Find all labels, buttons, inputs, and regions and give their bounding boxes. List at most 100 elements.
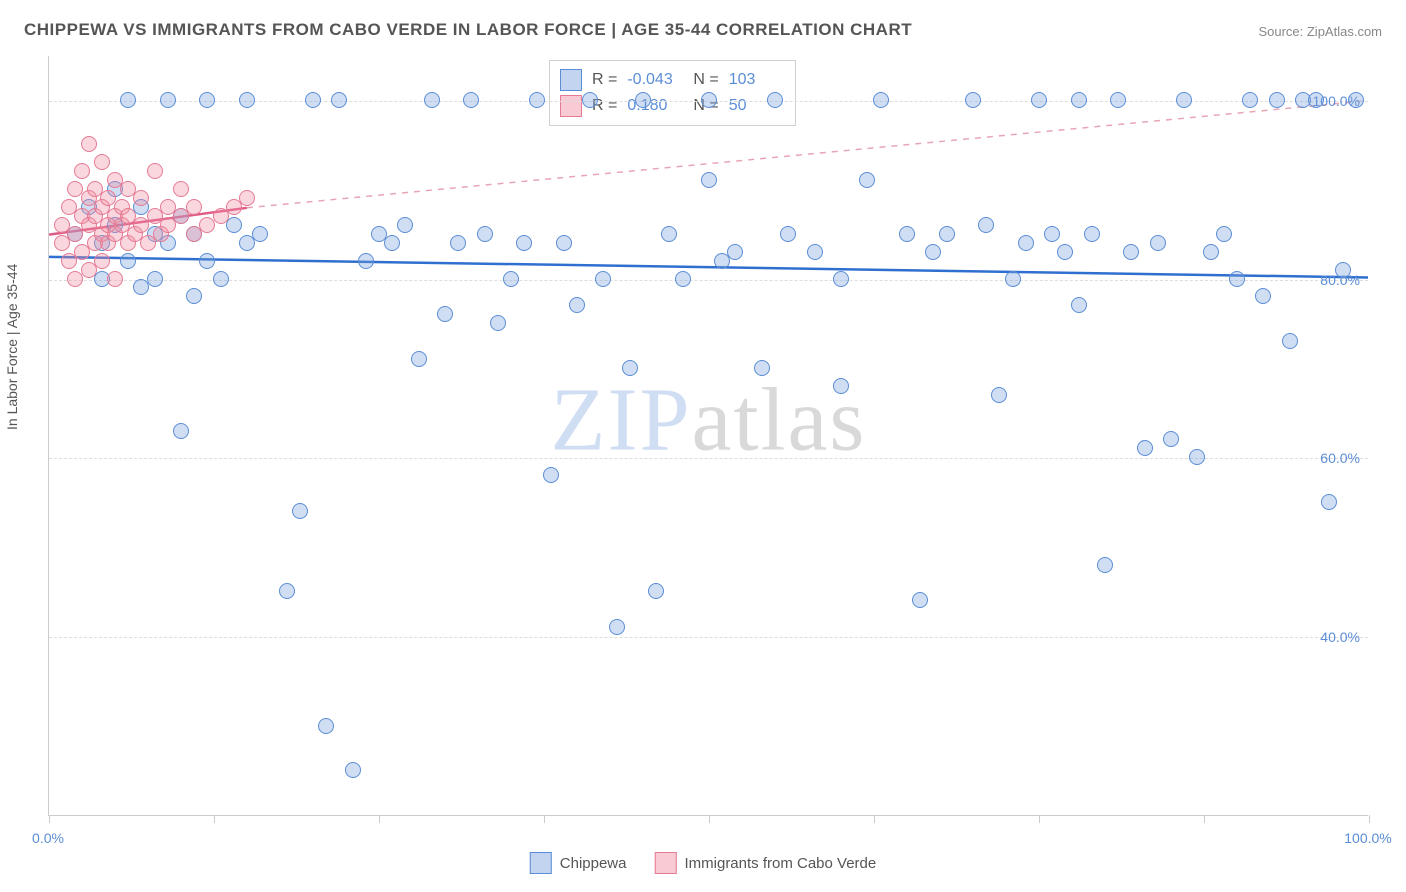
data-point (556, 235, 572, 251)
chart-title: CHIPPEWA VS IMMIGRANTS FROM CABO VERDE I… (24, 20, 912, 40)
data-point (120, 253, 136, 269)
data-point (648, 583, 664, 599)
trend-line (247, 101, 1368, 208)
data-point (384, 235, 400, 251)
data-point (939, 226, 955, 242)
data-point (1110, 92, 1126, 108)
stats-r-value-0: -0.043 (627, 71, 683, 89)
data-point (199, 253, 215, 269)
x-tick (874, 815, 875, 823)
data-point (477, 226, 493, 242)
data-point (173, 423, 189, 439)
x-tick (1369, 815, 1370, 823)
x-tick-label: 100.0% (1344, 830, 1391, 846)
data-point (463, 92, 479, 108)
data-point (107, 271, 123, 287)
data-point (1216, 226, 1232, 242)
x-tick (709, 815, 710, 823)
data-point (859, 172, 875, 188)
stats-r-label: R = (592, 71, 617, 89)
data-point (239, 92, 255, 108)
legend-label: Chippewa (560, 855, 627, 872)
data-point (358, 253, 374, 269)
data-point (767, 92, 783, 108)
data-point (1097, 557, 1113, 573)
data-point (622, 360, 638, 376)
data-point (331, 92, 347, 108)
data-point (305, 92, 321, 108)
data-point (595, 271, 611, 287)
x-tick (214, 815, 215, 823)
data-point (81, 136, 97, 152)
data-point (1137, 440, 1153, 456)
stats-n-value-0: 103 (729, 71, 785, 89)
legend-item: Immigrants from Cabo Verde (654, 852, 876, 874)
data-point (199, 92, 215, 108)
data-point (160, 92, 176, 108)
data-point (437, 306, 453, 322)
x-tick (1204, 815, 1205, 823)
data-point (94, 253, 110, 269)
data-point (186, 199, 202, 215)
x-tick (49, 815, 50, 823)
x-tick (1039, 815, 1040, 823)
swatch-pink (560, 95, 582, 117)
data-point (1189, 449, 1205, 465)
y-axis-label: In Labor Force | Age 35-44 (4, 264, 20, 430)
data-point (1255, 288, 1271, 304)
data-point (318, 718, 334, 734)
data-point (807, 244, 823, 260)
y-tick-label: 40.0% (1320, 629, 1360, 645)
data-point (873, 92, 889, 108)
data-point (925, 244, 941, 260)
data-point (239, 190, 255, 206)
data-point (529, 92, 545, 108)
data-point (1203, 244, 1219, 260)
data-point (1308, 92, 1324, 108)
legend-swatch (530, 852, 552, 874)
data-point (133, 190, 149, 206)
grid-line (49, 637, 1368, 638)
source-attribution: Source: ZipAtlas.com (1258, 24, 1382, 39)
grid-line (49, 280, 1368, 281)
data-point (661, 226, 677, 242)
stats-row-chippewa: R = -0.043 N = 103 (560, 67, 785, 93)
scatter-plot-area: ZIPatlas R = -0.043 N = 103 R = 0.180 N … (48, 56, 1368, 816)
data-point (411, 351, 427, 367)
data-point (899, 226, 915, 242)
data-point (292, 503, 308, 519)
data-point (94, 154, 110, 170)
x-tick (544, 815, 545, 823)
y-tick-label: 60.0% (1320, 450, 1360, 466)
x-tick-label: 0.0% (32, 830, 64, 846)
data-point (701, 92, 717, 108)
data-point (1269, 92, 1285, 108)
data-point (252, 226, 268, 242)
data-point (1071, 92, 1087, 108)
grid-line (49, 458, 1368, 459)
data-point (213, 271, 229, 287)
data-point (516, 235, 532, 251)
data-point (173, 181, 189, 197)
data-point (1229, 271, 1245, 287)
data-point (1123, 244, 1139, 260)
data-point (543, 467, 559, 483)
data-point (279, 583, 295, 599)
data-point (120, 92, 136, 108)
data-point (1335, 262, 1351, 278)
x-tick (379, 815, 380, 823)
data-point (569, 297, 585, 313)
data-point (1242, 92, 1258, 108)
data-point (609, 619, 625, 635)
data-point (74, 163, 90, 179)
data-point (1150, 235, 1166, 251)
chart-legend: Chippewa Immigrants from Cabo Verde (530, 852, 876, 874)
data-point (582, 92, 598, 108)
data-point (675, 271, 691, 287)
data-point (833, 271, 849, 287)
data-point (490, 315, 506, 331)
watermark: ZIPatlas (551, 369, 867, 472)
stats-n-label: N = (693, 71, 718, 89)
data-point (978, 217, 994, 233)
data-point (635, 92, 651, 108)
